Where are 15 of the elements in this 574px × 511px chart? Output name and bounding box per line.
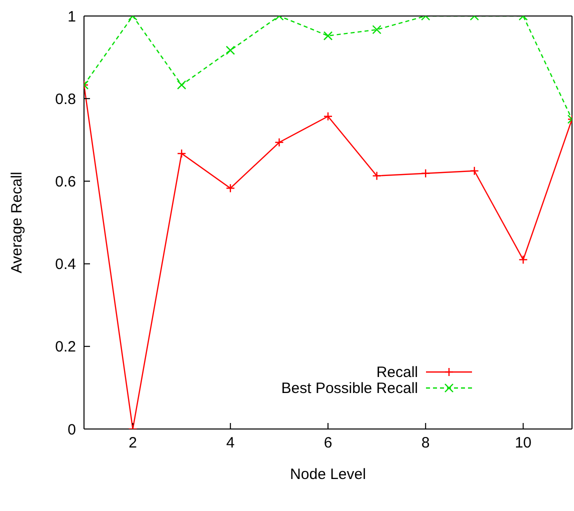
y-tick-label: 0.4 [55, 256, 76, 274]
x-axis-title: Node Level [290, 466, 366, 483]
y-axis-title: Average Recall [8, 172, 26, 274]
y-tick-label: 0 [68, 421, 76, 438]
x-tick-label: 4 [226, 434, 235, 452]
y-tick-label: 0.8 [55, 90, 76, 108]
y-tick-label: 0.6 [55, 174, 76, 191]
y-tick-label: 0.2 [55, 338, 76, 356]
x-tick-label: 10 [514, 434, 532, 452]
y-tick-label: 1 [68, 8, 76, 26]
x-tick-label: 2 [128, 434, 137, 452]
legend-label: Recall [376, 364, 418, 380]
x-tick-label: 8 [421, 434, 430, 452]
x-tick-label: 6 [324, 434, 332, 452]
legend-label: Best Possible Recall [281, 380, 418, 396]
